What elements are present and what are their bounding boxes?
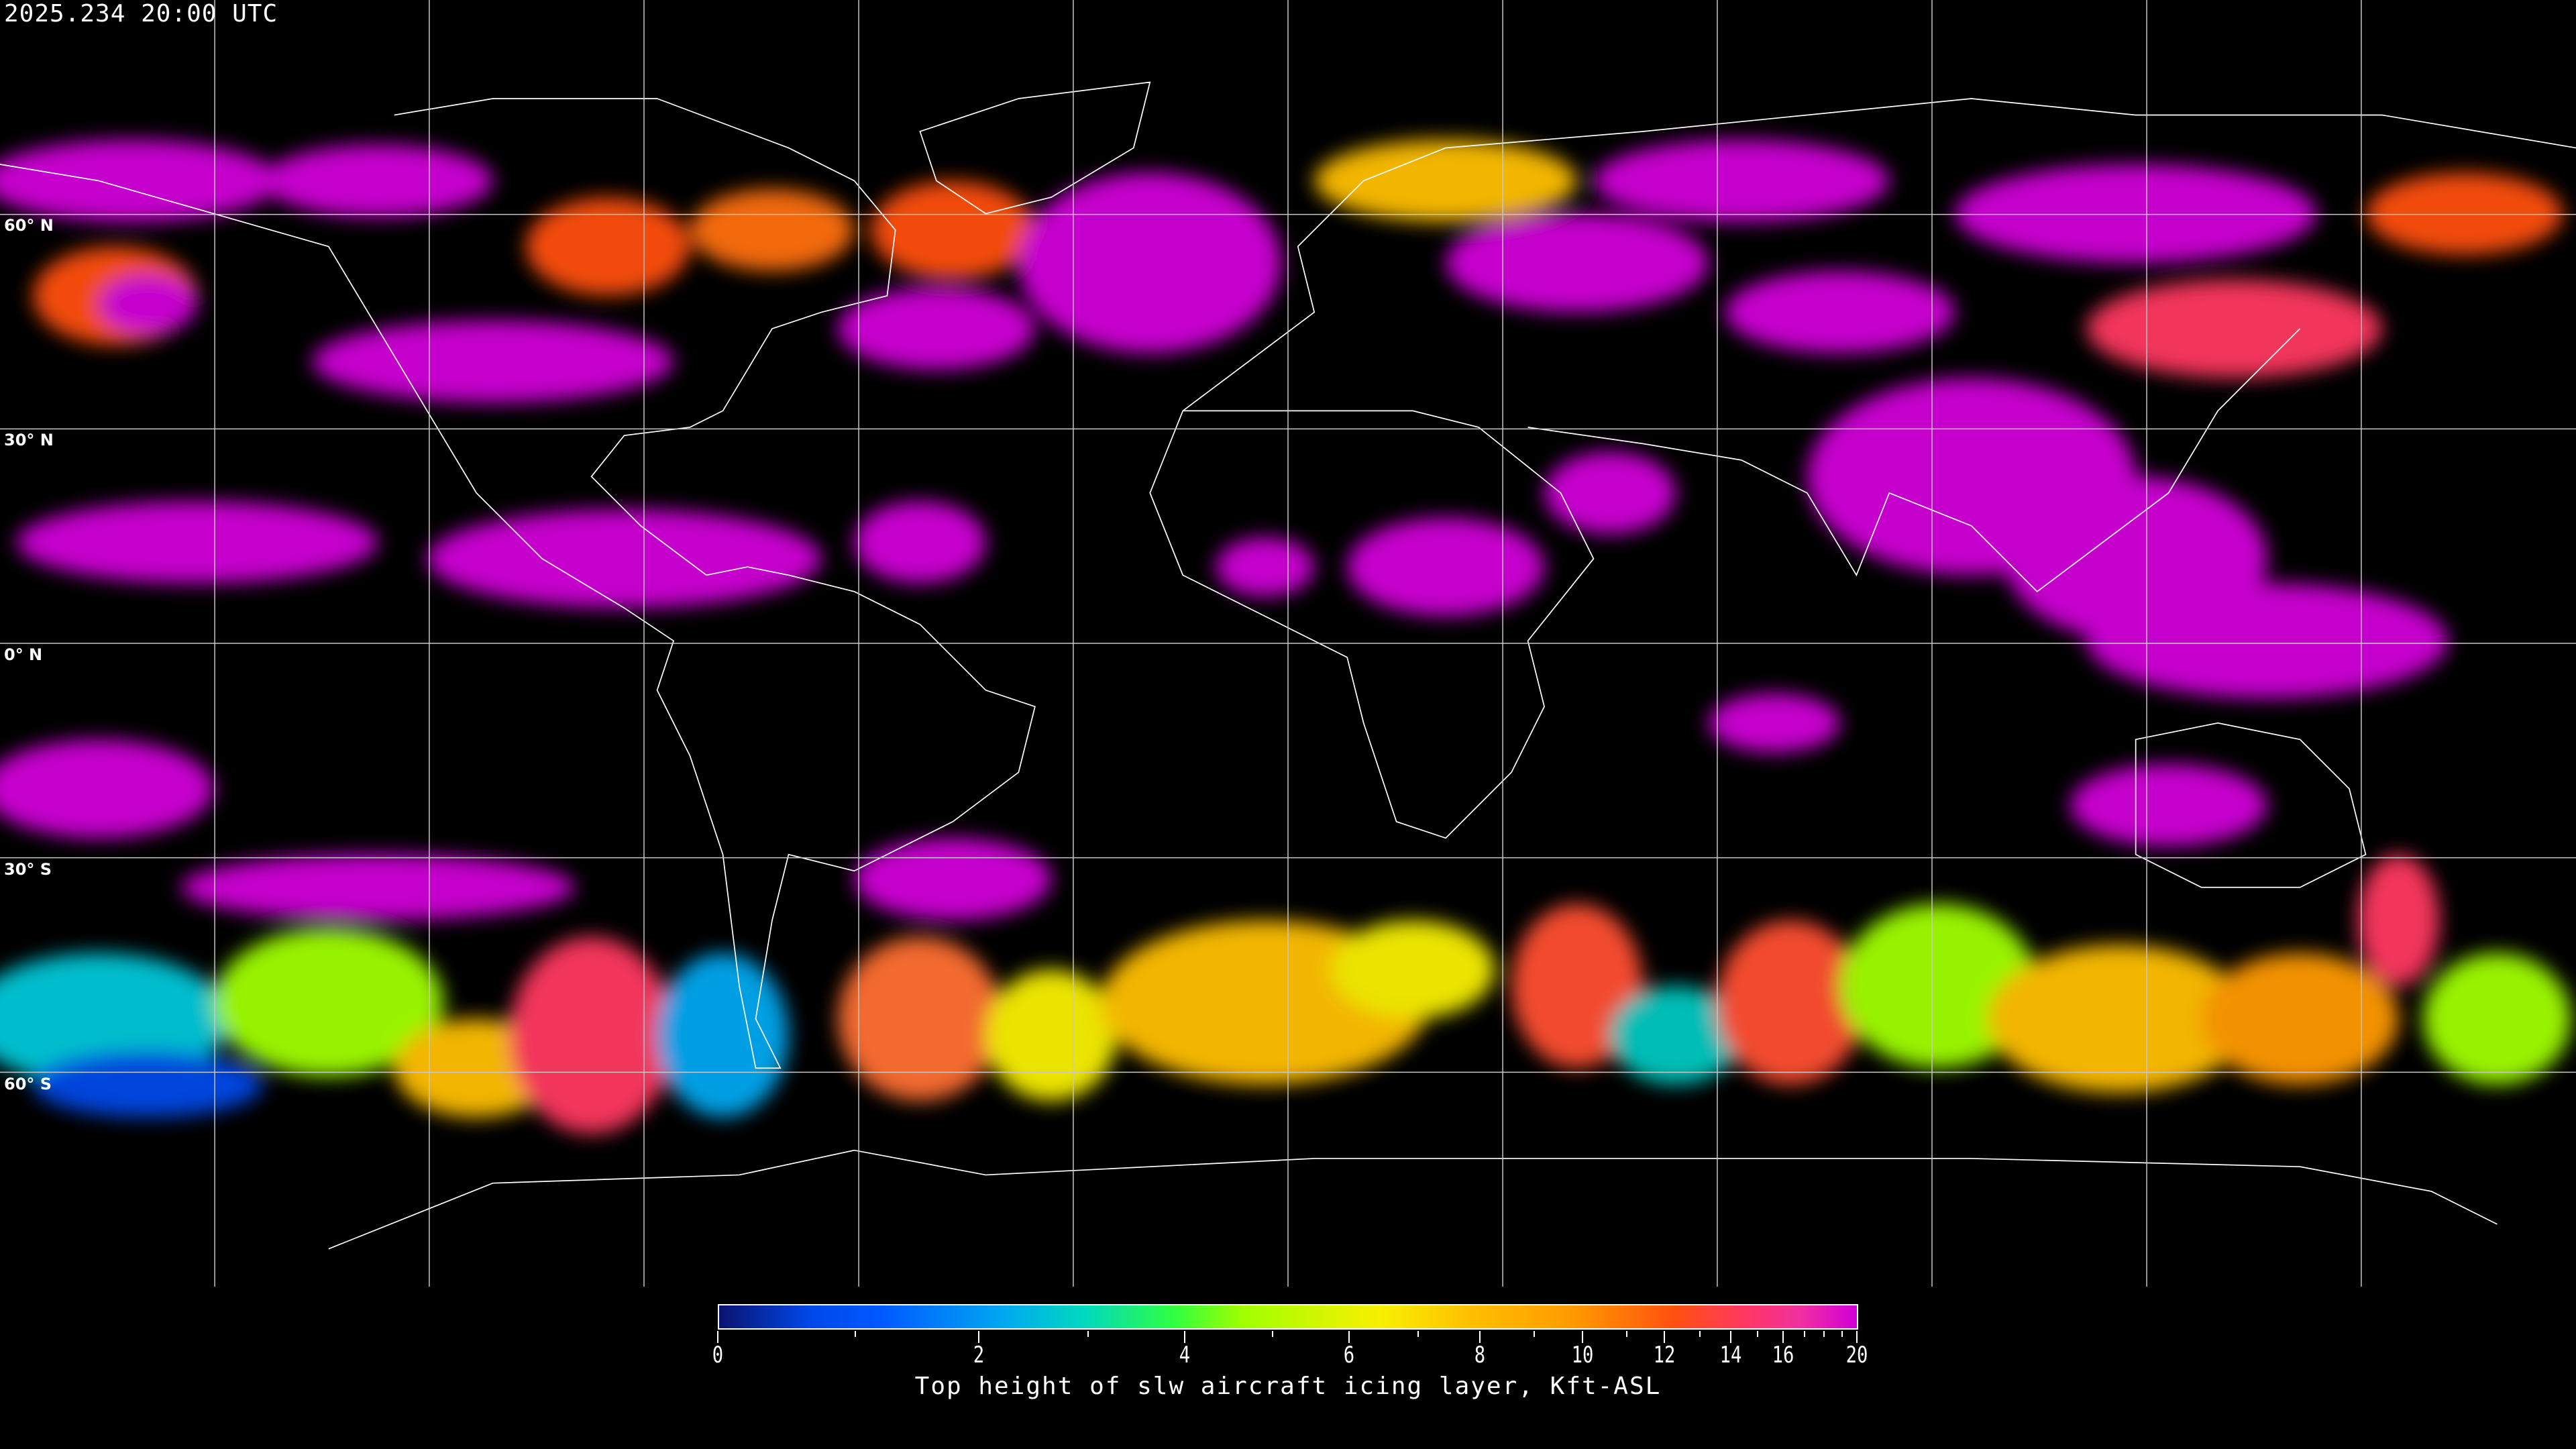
tick-label: 2 bbox=[973, 1342, 985, 1368]
minor-tick bbox=[1757, 1331, 1759, 1337]
major-tick bbox=[1479, 1331, 1481, 1343]
tick-label: 0 bbox=[712, 1342, 724, 1368]
tick-label: 4 bbox=[1179, 1342, 1191, 1368]
tick-label: 14 bbox=[1719, 1342, 1741, 1368]
major-tick bbox=[1782, 1331, 1784, 1343]
lat-label-equator: 0° N bbox=[4, 645, 43, 664]
minor-tick bbox=[1626, 1331, 1627, 1337]
tick-label: 6 bbox=[1343, 1342, 1354, 1368]
major-tick bbox=[1184, 1331, 1186, 1343]
major-tick bbox=[1581, 1331, 1583, 1343]
major-tick bbox=[717, 1331, 718, 1343]
timestamp: 2025.234 20:00 UTC bbox=[4, 0, 278, 28]
graticule bbox=[0, 0, 2576, 1287]
minor-tick bbox=[1699, 1331, 1701, 1337]
tick-label: 20 bbox=[1845, 1342, 1868, 1368]
tick-label: 8 bbox=[1474, 1342, 1486, 1368]
colorbar bbox=[718, 1304, 1858, 1330]
tick-label: 16 bbox=[1772, 1342, 1794, 1368]
lat-label-30n: 30° N bbox=[4, 431, 54, 449]
major-tick bbox=[1664, 1331, 1666, 1343]
minor-tick bbox=[1803, 1331, 1805, 1337]
colorbar-title: Top height of slw aircraft icing layer, … bbox=[914, 1373, 1662, 1400]
major-tick bbox=[1348, 1331, 1350, 1343]
major-tick bbox=[1856, 1331, 1858, 1343]
minor-tick bbox=[1841, 1331, 1843, 1337]
minor-tick bbox=[1271, 1331, 1273, 1337]
minor-tick bbox=[1417, 1331, 1419, 1337]
lat-label-60s: 60° S bbox=[4, 1075, 52, 1093]
minor-tick bbox=[1534, 1331, 1536, 1337]
icing-map: 60° N 30° N 0° N 30° S 60° S bbox=[0, 0, 2576, 1287]
major-tick bbox=[1729, 1331, 1731, 1343]
lat-label-60n: 60° N bbox=[4, 216, 54, 235]
tick-label: 12 bbox=[1653, 1342, 1676, 1368]
cloud-layer bbox=[0, 140, 2571, 1134]
minor-tick bbox=[1087, 1331, 1089, 1337]
tick-label: 10 bbox=[1571, 1342, 1594, 1368]
lat-label-30s: 30° S bbox=[4, 860, 52, 879]
minor-tick bbox=[855, 1331, 857, 1337]
minor-tick bbox=[1823, 1331, 1825, 1337]
coastlines bbox=[0, 81, 2576, 1250]
icing-field bbox=[0, 0, 2576, 1287]
major-tick bbox=[977, 1331, 979, 1343]
